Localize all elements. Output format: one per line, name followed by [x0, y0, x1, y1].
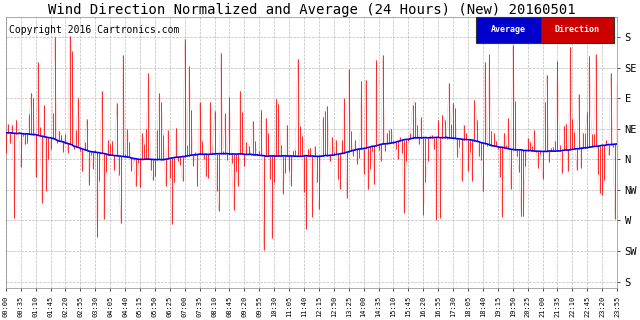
Text: Direction: Direction [555, 25, 600, 34]
Text: Copyright 2016 Cartronics.com: Copyright 2016 Cartronics.com [9, 25, 179, 35]
Text: Average: Average [491, 25, 526, 34]
FancyBboxPatch shape [541, 17, 614, 43]
FancyBboxPatch shape [477, 17, 541, 43]
Title: Wind Direction Normalized and Average (24 Hours) (New) 20160501: Wind Direction Normalized and Average (2… [47, 3, 575, 17]
